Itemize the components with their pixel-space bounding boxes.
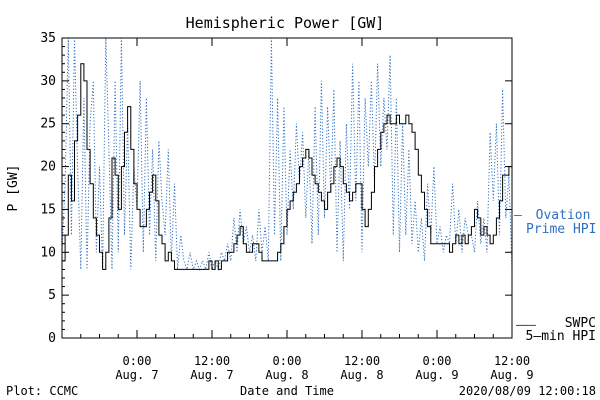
footer-right: 2020/08/09 12:00:18	[459, 384, 596, 398]
x-tick-label-date: Aug. 7	[115, 368, 158, 382]
legend-swpc-label-1: SWPC	[565, 316, 596, 331]
series-swpc-line	[62, 63, 512, 270]
y-tick-label: 20	[40, 160, 56, 175]
x-tick-label-date: Aug. 7	[190, 368, 233, 382]
x-tick-label-time: 12:00	[194, 354, 230, 368]
x-tick-label-time: 12:00	[494, 354, 530, 368]
legend-swpc-label-2: 5–min HPI	[526, 329, 596, 344]
x-tick-label-date: Aug. 9	[490, 368, 533, 382]
legend-ovation-marker: —	[514, 208, 522, 223]
y-tick-label: 15	[40, 202, 56, 217]
y-tick-label: 5	[48, 288, 56, 303]
x-tick-label-time: 0:00	[423, 354, 452, 368]
footer-left: Plot: CCMC	[6, 384, 78, 398]
legend-ovation: — Ovation Prime HPI	[514, 208, 596, 237]
y-tick-label: 0	[48, 331, 56, 346]
legend-ovation-label-1: Ovation	[536, 208, 591, 223]
legend-ovation-line1: — Ovation	[514, 208, 590, 223]
chart-title: Hemispheric Power [GW]	[186, 14, 385, 32]
y-tick-label: 10	[40, 245, 56, 260]
y-tick-label: 30	[40, 74, 56, 89]
x-tick-label-time: 0:00	[273, 354, 302, 368]
y-axis: 0 5 10 15 20 25 30 35	[40, 31, 512, 346]
x-axis-label: Date and Time	[240, 384, 334, 398]
x-tick-label-time: 0:00	[123, 354, 152, 368]
y-tick-label: 25	[40, 117, 56, 132]
y-axis-label: P [GW]	[6, 165, 21, 212]
x-tick-label-date: Aug. 9	[415, 368, 458, 382]
x-tick-label-date: Aug. 8	[340, 368, 383, 382]
x-tick-label-date: Aug. 8	[265, 368, 308, 382]
x-tick-label-time: 12:00	[344, 354, 380, 368]
legend-swpc: ——— SWPC 5–min HPI	[516, 316, 596, 344]
series-layer	[61, 37, 513, 272]
legend-swpc-marker: ———	[516, 318, 536, 331]
legend-ovation-label-2: Prime HPI	[526, 222, 596, 237]
y-tick-label: 35	[40, 31, 56, 46]
